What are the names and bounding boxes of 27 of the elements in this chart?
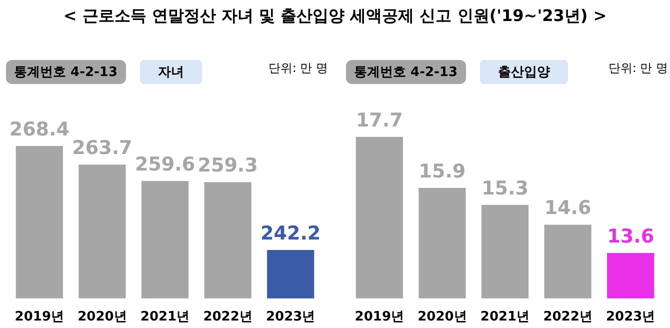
chart-subtitle: 자녀: [140, 60, 202, 84]
data-label: 263.7: [72, 137, 132, 160]
data-label: 268.4: [9, 118, 70, 140]
text: 통계번호 4-2-13: [346, 60, 466, 84]
data-label: 17.7: [356, 109, 403, 132]
data-label: 259.6: [134, 153, 196, 176]
data-label: 15.3: [482, 177, 528, 200]
x-tick-label: 2022년: [203, 310, 252, 325]
data-label: 14.6: [544, 197, 592, 220]
data-label: 259.3: [198, 154, 258, 177]
x-tick-label: 2021년: [140, 310, 190, 325]
x-tick-label: 2022년: [543, 310, 592, 325]
chart-subtitle: 출산입양: [480, 60, 568, 84]
x-tick-label: 2020년: [418, 310, 467, 325]
x-tick-label: 2020년: [78, 310, 127, 325]
text: 단위: 만 명: [268, 60, 328, 77]
text: 단위: 만 명: [608, 60, 668, 77]
data-label: 13.6: [607, 225, 654, 248]
x-tick-label: 2023년: [266, 310, 316, 325]
x-tick-label: 2019년: [354, 310, 404, 325]
text: 통계번호 4-2-13: [6, 60, 126, 84]
data-label: 242.2: [260, 222, 321, 244]
x-tick-label: 2021년: [480, 310, 530, 325]
data-label: 15.9: [418, 160, 466, 182]
x-tick-label: 2019년: [14, 310, 64, 325]
chart-title: < 근로소득 연말정산 자녀 및 출산입양 세액공제 신고 인원('19~'23년) >: [62, 6, 608, 27]
x-tick-label: 2023년: [606, 310, 656, 325]
